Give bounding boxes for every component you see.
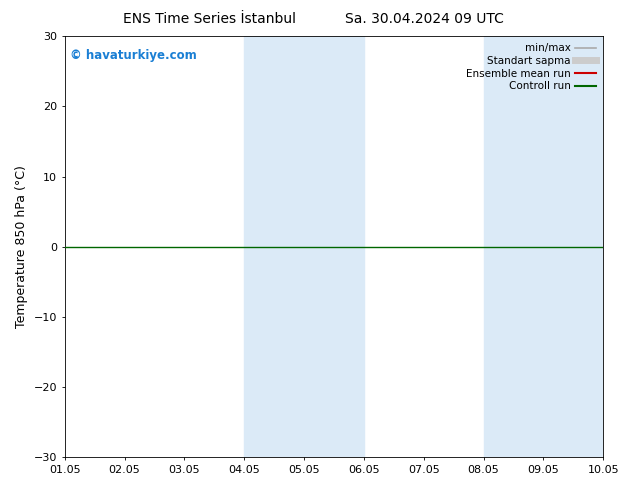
Text: © havaturkiye.com: © havaturkiye.com: [70, 49, 197, 62]
Bar: [304, 36, 364, 457]
Text: ENS Time Series İstanbul: ENS Time Series İstanbul: [123, 12, 295, 26]
Bar: [543, 36, 603, 457]
Y-axis label: Temperature 850 hPa (°C): Temperature 850 hPa (°C): [15, 165, 28, 328]
Text: Sa. 30.04.2024 09 UTC: Sa. 30.04.2024 09 UTC: [346, 12, 504, 26]
Legend: min/max, Standart sapma, Ensemble mean run, Controll run: min/max, Standart sapma, Ensemble mean r…: [464, 41, 598, 93]
Bar: [244, 36, 304, 457]
Bar: [484, 36, 543, 457]
